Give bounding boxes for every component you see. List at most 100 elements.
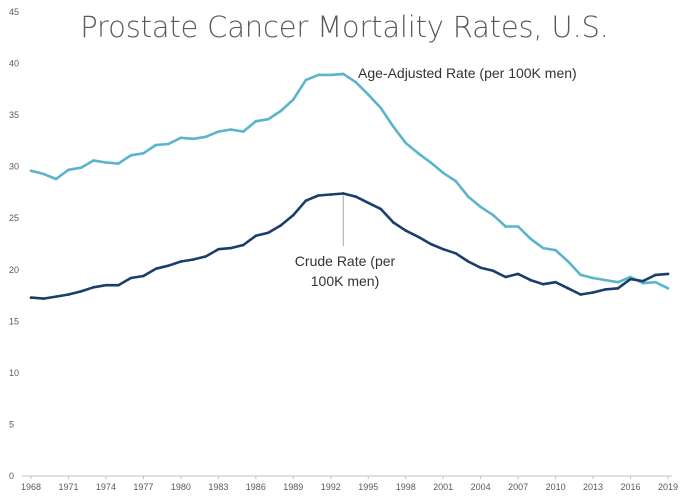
data-point xyxy=(204,255,208,258)
data-point xyxy=(666,287,670,290)
data-point xyxy=(304,78,308,82)
data-point xyxy=(104,161,108,164)
data-point xyxy=(29,169,33,173)
data-point xyxy=(167,142,170,146)
data-point xyxy=(29,296,33,299)
data-point xyxy=(179,260,183,263)
x-tick-label: 2010 xyxy=(546,482,566,492)
data-point xyxy=(291,213,295,217)
data-point xyxy=(67,168,70,172)
y-tick-label: 5 xyxy=(9,419,14,429)
data-point xyxy=(466,260,470,263)
y-tick-label: 20 xyxy=(9,265,19,275)
data-point xyxy=(154,143,158,147)
x-tick-label: 1974 xyxy=(96,482,116,492)
data-point xyxy=(529,237,532,241)
y-tick-label: 40 xyxy=(9,59,19,69)
data-point xyxy=(242,130,245,133)
axes: 0 5 10 15 20 25 30 35 40 45 1968 1971 1974 1977 1980 19… xyxy=(9,7,678,492)
data-point xyxy=(217,130,220,133)
data-point xyxy=(379,207,383,211)
data-point xyxy=(591,291,595,294)
x-tick-label: 1971 xyxy=(58,482,78,492)
data-point xyxy=(316,194,320,197)
data-point xyxy=(179,136,183,140)
data-point xyxy=(579,293,582,296)
data-point xyxy=(454,179,457,183)
data-point xyxy=(354,80,358,84)
y-tick-label: 35 xyxy=(9,110,19,120)
data-point xyxy=(117,162,120,165)
data-point xyxy=(654,280,657,284)
data-point xyxy=(591,276,595,280)
series-layer xyxy=(29,72,670,300)
data-point xyxy=(92,286,95,289)
data-point xyxy=(641,279,645,283)
y-tick-label: 45 xyxy=(9,7,19,17)
data-point xyxy=(429,242,432,246)
x-tick-label: 2019 xyxy=(658,482,678,492)
y-tick-label: 10 xyxy=(9,368,19,378)
data-point xyxy=(217,247,220,251)
data-point xyxy=(229,128,233,131)
data-point xyxy=(366,201,370,205)
series-annotation-crude: Crude Rate (per xyxy=(295,253,396,269)
data-point xyxy=(541,246,545,250)
data-point xyxy=(279,224,283,227)
data-point xyxy=(229,246,233,250)
x-tick-label: 2016 xyxy=(621,482,641,492)
annotation-layer: Age-Adjusted Rate (per 100K men) Crude Ra… xyxy=(295,65,577,289)
x-tick-label: 1986 xyxy=(246,482,266,492)
data-point xyxy=(541,282,545,286)
data-point xyxy=(316,73,320,77)
x-tick-label: 2007 xyxy=(508,482,528,492)
data-point xyxy=(654,273,657,277)
data-point xyxy=(429,161,432,164)
series-annotation-crude: 100K men) xyxy=(311,273,379,289)
data-point xyxy=(416,235,420,239)
data-point xyxy=(92,159,95,162)
data-point xyxy=(441,171,445,175)
data-point xyxy=(142,151,145,155)
chart-title: Prostate Cancer Mortality Rates, U.S. xyxy=(80,10,609,44)
y-tick-label: 25 xyxy=(9,213,19,223)
data-point xyxy=(479,205,482,209)
data-point xyxy=(616,287,620,290)
data-point xyxy=(441,247,445,251)
data-point xyxy=(79,290,83,293)
data-point xyxy=(454,251,457,255)
data-point xyxy=(604,288,607,291)
data-point xyxy=(491,269,495,273)
data-point xyxy=(616,280,620,284)
data-point xyxy=(516,225,520,228)
series-annotation-age-adjusted: Age-Adjusted Rate (per 100K men) xyxy=(358,65,577,81)
data-point xyxy=(504,225,507,228)
data-point xyxy=(379,106,383,110)
data-point xyxy=(242,243,245,247)
data-point xyxy=(566,287,570,290)
data-point xyxy=(554,248,557,252)
data-point xyxy=(341,192,345,195)
data-point xyxy=(466,195,470,198)
data-point xyxy=(129,276,133,280)
data-point xyxy=(554,280,557,284)
data-point xyxy=(54,177,58,181)
data-point xyxy=(404,141,408,145)
data-point xyxy=(167,264,170,267)
data-point xyxy=(566,260,570,263)
data-point xyxy=(204,135,208,139)
data-point xyxy=(529,278,532,282)
data-point xyxy=(42,172,45,176)
data-point xyxy=(254,234,258,238)
data-point xyxy=(391,221,395,224)
x-tick-label: 1968 xyxy=(21,482,41,492)
data-point xyxy=(629,275,632,279)
x-tick-label: 1989 xyxy=(283,482,303,492)
data-point xyxy=(79,166,83,169)
x-tick-label: 1998 xyxy=(396,482,416,492)
data-point xyxy=(629,277,632,281)
series-line-0 xyxy=(29,72,670,290)
series-line-1 xyxy=(29,192,670,300)
data-point xyxy=(267,117,270,121)
data-point xyxy=(404,229,408,232)
